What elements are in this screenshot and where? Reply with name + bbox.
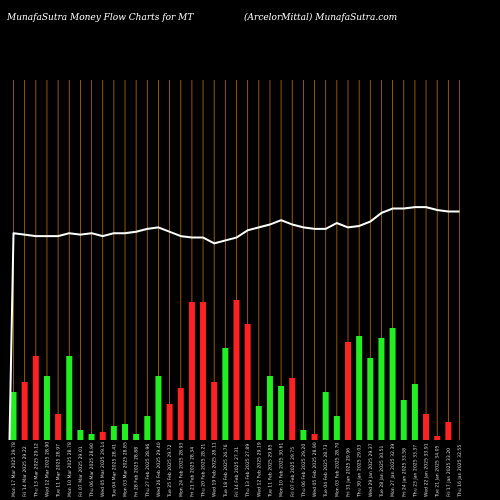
money-flow-bar — [400, 400, 407, 440]
money-flow-bar — [110, 426, 117, 440]
x-tick-label: Fri 14 Feb 2025 27.31 — [234, 447, 240, 497]
x-tick-label: Mon 17 Mar 2025 29.78 — [11, 442, 17, 497]
x-tick-label: Tue 04 Feb 2025 28.73 — [323, 444, 329, 498]
x-tick-label: Tue 21 Jan 2025 34.05 — [435, 445, 441, 498]
x-tick-label: Fri 14 Mar 2025 29.22 — [22, 446, 28, 497]
x-tick-label: Wed 12 Mar 2025 28.90 — [44, 442, 50, 497]
money-flow-bar — [43, 376, 50, 440]
x-tick-label: Fri 17 Jan 2025 33.20 — [446, 448, 452, 497]
x-tick-label: Tue 28 Jan 2025 30.51 — [379, 445, 385, 498]
money-flow-bar — [322, 392, 329, 440]
money-flow-bar — [211, 382, 218, 440]
money-flow-bar — [389, 328, 396, 440]
money-flow-bar — [367, 358, 374, 440]
money-flow-bar — [144, 416, 151, 440]
x-tick-label: Mon 24 Feb 2025 28.93 — [178, 443, 184, 497]
x-tick-label: Tue 11 Feb 2025 29.85 — [267, 444, 273, 498]
x-tick-label: Thu 06 Feb 2025 29.20 — [301, 444, 307, 498]
money-flow-bar — [66, 356, 73, 440]
chart-title-left: MunafaSutra Money Flow Charts for MT — [7, 13, 194, 23]
money-flow-bar — [21, 382, 28, 440]
x-tick-label: Mon 03 Mar 2025 28.85 — [123, 442, 129, 497]
money-flow-bar — [188, 302, 195, 440]
x-tick-label: Wed 19 Feb 2025 28.11 — [212, 442, 218, 497]
x-tick-label: Fri 24 Jan 2025 33.58 — [401, 448, 407, 497]
money-flow-bar — [356, 336, 363, 440]
x-tick-label: Fri 28 Feb 2025 28.88 — [134, 447, 140, 497]
money-flow-bars — [10, 300, 452, 440]
money-flow-bar — [311, 434, 318, 440]
x-tick-label: Wed 12 Feb 2025 29.19 — [256, 442, 262, 497]
x-tick-label: Thu 13 Mar 2025 29.12 — [33, 443, 39, 498]
x-tick-label: Thu 23 Jan 2025 33.37 — [412, 445, 418, 498]
money-flow-bar — [244, 324, 251, 440]
x-tick-label: Tue 18 Feb 2025 26.76 — [223, 444, 229, 498]
x-tick-label: Thu 27 Feb 2025 28.96 — [145, 444, 151, 498]
x-tick-label: Thu 30 Jan 2025 29.03 — [357, 445, 363, 498]
money-flow-bar — [155, 376, 162, 440]
money-flow-bar — [133, 434, 140, 440]
x-axis-labels: Mon 17 Mar 2025 29.78 Fri 14 Mar 2025 29.… — [11, 442, 463, 498]
x-tick-label: Wed 05 Feb 2025 28.90 — [312, 442, 318, 497]
x-tick-label: Thu 20 Feb 2025 28.21 — [201, 444, 207, 498]
money-flow-bar — [434, 436, 441, 440]
x-tick-label: Mon 10 Feb 2025 30.61 — [279, 443, 285, 497]
x-tick-label: Mon 10 Mar 2025 28.78 — [67, 442, 73, 497]
x-tick-label: Wed 22 Jan 2025 33.91 — [424, 443, 430, 497]
x-tick-label: Tue 11 Mar 2025 28.97 — [56, 444, 62, 498]
money-flow-bar — [177, 388, 184, 440]
price-line-path — [8, 206, 460, 441]
money-flow-bar — [411, 384, 418, 440]
money-flow-bar — [333, 416, 340, 440]
money-flow-bar — [300, 430, 307, 440]
x-tick-label: Fri 07 Mar 2025 29.01 — [78, 446, 84, 497]
money-flow-bar — [345, 342, 351, 440]
x-tick-label: Tue 25 Feb 2025 29.72 — [167, 444, 173, 498]
x-tick-label: Fri 07 Feb 2025 29.75 — [290, 447, 296, 497]
x-tick-label: Thu 06 Mar 2025 28.90 — [89, 443, 95, 498]
x-tick-label: Thu 13 Feb 2025 27.89 — [245, 444, 251, 498]
x-tick-label: Fri 31 Jan 2025 29.96 — [346, 448, 352, 497]
x-tick-label: Wed 26 Feb 2025 29.40 — [156, 442, 162, 497]
x-tick-label: Wed 29 Jan 2025 29.37 — [368, 443, 374, 497]
money-flow-bar — [233, 300, 240, 440]
money-flow-bar — [10, 392, 17, 440]
x-tick-label: Tue 04 Mar 2025 28.41 — [111, 444, 117, 498]
money-flow-bar — [166, 404, 173, 440]
money-flow-bar — [445, 422, 452, 440]
money-flow-bar — [88, 434, 95, 440]
x-tick-label: Thu 16 Jan 2025 32.55 — [457, 445, 463, 498]
x-tick-label: Mon 27 Jan 2025 32.39 — [390, 444, 396, 497]
price-line — [8, 206, 460, 441]
money-flow-bar — [423, 414, 430, 440]
money-flow-bar — [55, 414, 62, 440]
x-tick-label: Fri 21 Feb 2025 28.34 — [189, 447, 195, 497]
money-flow-bar — [200, 302, 207, 440]
money-flow-bar — [378, 338, 385, 440]
money-flow-bar — [32, 356, 39, 440]
money-flow-bar — [255, 406, 262, 440]
money-flow-bar — [266, 376, 273, 440]
money-flow-bar — [77, 430, 84, 440]
x-tick-label: Wed 05 Mar 2025 29.14 — [100, 442, 106, 497]
money-flow-bar — [99, 432, 106, 440]
chart-title-right: (ArcelorMittal) MunafaSutra.com — [244, 13, 398, 23]
money-flow-bar — [122, 424, 128, 440]
money-flow-bar — [278, 386, 285, 440]
money-flow-bar — [289, 378, 296, 440]
money-flow-bar — [222, 348, 229, 440]
x-tick-label: Mon 03 Feb 2025 28.70 — [334, 443, 340, 497]
